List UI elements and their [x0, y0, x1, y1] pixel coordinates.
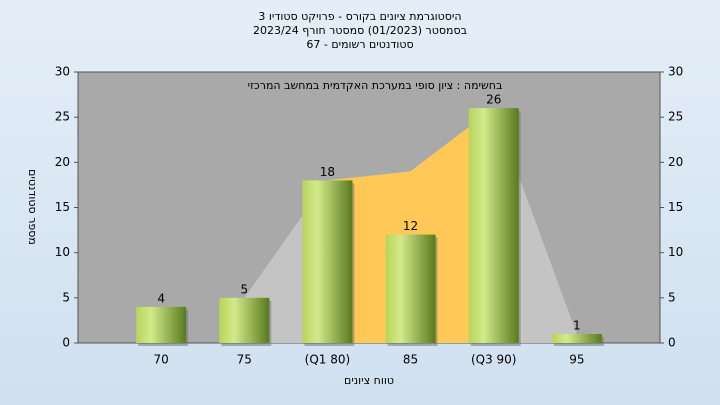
x-tick-label: 75: [237, 353, 252, 367]
y2-tick-label: 20: [668, 155, 683, 169]
value-label: 5: [240, 282, 248, 296]
y2-tick-label: 15: [668, 200, 683, 214]
bar: [551, 333, 602, 343]
value-label: 4: [157, 291, 165, 305]
x-tick-label: 95: [569, 353, 584, 367]
area: [327, 108, 494, 343]
y-tick-label: 25: [55, 110, 70, 124]
x-tick-label: 70: [154, 353, 169, 367]
y2-tick-label: 10: [668, 245, 683, 259]
title-line: בסמסטר (01/2023) סמסטר חורף 2023/24: [253, 24, 467, 37]
y-tick-label: 30: [55, 65, 70, 79]
y-tick-label: 10: [55, 245, 70, 259]
x-axis-label: טווח ציונים: [344, 374, 394, 387]
x-tick-label: (Q3 90): [471, 353, 517, 367]
y-tick-label: 15: [55, 200, 70, 214]
y-axis-label: מספר סטודנטים: [26, 169, 39, 245]
value-label: 12: [403, 219, 418, 233]
title-line: סטודנטים רשומים - 67: [306, 38, 413, 51]
annotation: בחשימה : ציון סופי במערכת האקדמית במחשב …: [248, 79, 503, 92]
bar: [468, 108, 519, 343]
y-tick-label: 0: [62, 336, 70, 350]
title-line: היסטוגרמת ציונים בקורס - פרויקט סטודיו 3: [258, 10, 461, 23]
y2-tick-label: 5: [668, 290, 676, 304]
bar: [219, 297, 270, 343]
bar: [136, 306, 187, 343]
y2-tick-label: 25: [668, 110, 683, 124]
y2-tick-label: 0: [668, 336, 676, 350]
y-tick-label: 5: [62, 290, 70, 304]
x-tick-label: (Q1 80): [305, 353, 351, 367]
value-label: 18: [320, 165, 335, 179]
bar: [302, 180, 353, 343]
x-tick-label: 85: [403, 353, 418, 367]
y-tick-label: 20: [55, 155, 70, 169]
bar: [385, 234, 436, 343]
y2-tick-label: 30: [668, 65, 683, 79]
value-label: 1: [573, 318, 581, 332]
value-label: 26: [486, 93, 501, 107]
